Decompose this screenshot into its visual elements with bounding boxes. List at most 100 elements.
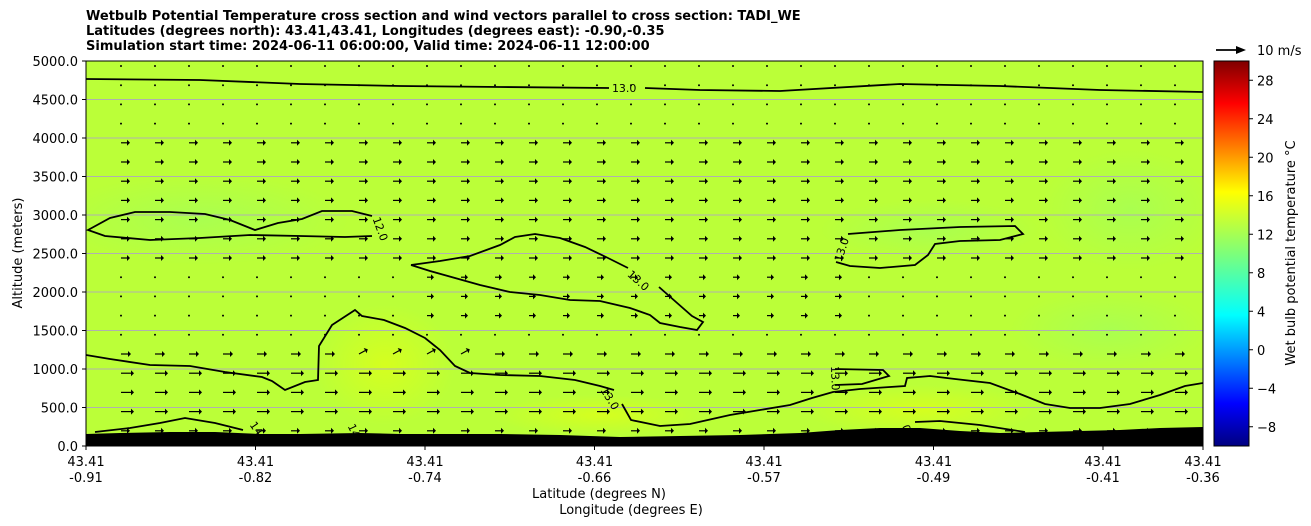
wind-vector: [426, 122, 428, 125]
wind-vector-head: [263, 197, 266, 204]
wind-vector-head: [1015, 370, 1018, 377]
contour-label: 13.0: [828, 366, 842, 391]
wind-vector: [392, 350, 400, 355]
wind-vector-head: [501, 235, 504, 242]
wind-vector-head: [739, 427, 742, 434]
wind-vector: [800, 84, 802, 87]
wind-vector-head: [839, 274, 842, 281]
terrain: [86, 427, 1203, 446]
wind-vector: [902, 122, 904, 125]
wind-vector: [970, 103, 972, 106]
wind-vector-head: [505, 408, 508, 415]
wind-vector-head: [267, 408, 270, 415]
y-tick-label: 2000.0: [33, 286, 79, 301]
wind-vector: [120, 276, 122, 279]
wind-vector-head: [331, 216, 334, 223]
wind-vector-head: [570, 351, 573, 357]
wind-vector-head: [331, 178, 334, 185]
wind-vector-head: [1045, 255, 1048, 261]
wind-vector: [1174, 314, 1176, 317]
x-tick-label-lon: -0.36: [1186, 471, 1220, 486]
wind-vector-head: [839, 293, 842, 300]
wind-vector-head: [671, 178, 674, 185]
wind-vector-head: [807, 139, 810, 146]
cool-region: [86, 175, 350, 265]
wind-vector-head: [879, 370, 882, 377]
wind-vector: [1106, 103, 1108, 106]
wind-vector: [528, 84, 530, 87]
wind-vector-head: [501, 427, 504, 434]
wind-vector-head: [467, 197, 470, 204]
wind-vector-head: [671, 255, 674, 261]
wind-vector: [1174, 84, 1176, 87]
wind-vector-head: [569, 159, 572, 165]
wind-vector-head: [607, 370, 610, 377]
wind-vector-head: [743, 389, 746, 396]
wind-vector: [494, 333, 496, 336]
gridlines: [86, 99, 1203, 408]
wind-vector-head: [331, 159, 334, 165]
wind-vector: [562, 103, 564, 106]
wind-vector-head: [161, 178, 164, 185]
wind-vector-head: [165, 370, 168, 377]
wind-vector: [664, 333, 666, 336]
colorbar-tick-label: 4: [1257, 305, 1265, 320]
wind-vector-head: [705, 235, 708, 242]
wind-vector: [1004, 314, 1006, 317]
wind-vector: [1106, 65, 1108, 67]
wind-vector-head: [977, 216, 980, 223]
wind-vector-head: [128, 351, 131, 357]
wind-vector-head: [943, 159, 946, 165]
wind-vector: [256, 122, 258, 125]
wind-vector-head: [332, 351, 335, 357]
wind-vector: [562, 122, 564, 125]
colorbar-tick-label: 12: [1257, 228, 1274, 243]
wind-vector-head: [535, 197, 538, 204]
wind-vector-head: [811, 408, 814, 415]
wind-vector-head: [671, 235, 674, 242]
wind-vector-head: [841, 216, 844, 223]
wind-vector: [596, 333, 598, 336]
wind-vector: [120, 65, 122, 67]
wind-vector-head: [263, 139, 266, 146]
wind-vector-head: [607, 408, 610, 415]
wind-vector-head: [771, 274, 774, 281]
wind-vector: [936, 122, 938, 125]
wind-vector-head: [771, 293, 774, 300]
wind-vector: [188, 103, 190, 106]
contour-12: [86, 210, 373, 241]
colorbar-tick-label: −4: [1257, 382, 1276, 397]
wind-vector: [868, 276, 870, 279]
wind-vector-head: [535, 255, 538, 261]
wind-vector-head: [431, 348, 436, 354]
wind-vector-head: [1113, 216, 1116, 223]
wind-vector: [936, 103, 938, 106]
wind-vector: [460, 84, 462, 87]
wind-vector-head: [675, 408, 678, 415]
wind-vector-head: [229, 427, 232, 434]
wind-vector-head: [1011, 216, 1014, 223]
wind-vector: [426, 333, 428, 336]
warm-region: [800, 385, 1040, 435]
wind-vector-head: [1049, 370, 1052, 377]
wind-vector-head: [875, 139, 878, 146]
wind-vector-head: [229, 159, 232, 165]
wind-vector: [596, 84, 598, 87]
wind-vector: [732, 84, 734, 87]
wind-vector-head: [465, 293, 468, 300]
wind-vector-head: [909, 178, 912, 185]
wind-vector: [868, 314, 870, 317]
wind-vector: [120, 122, 122, 125]
wind-vector-head: [1011, 178, 1014, 185]
wind-vector-head: [569, 427, 572, 434]
wind-vector: [1208, 103, 1210, 105]
wind-vector-head: [978, 351, 981, 357]
wind-vector: [358, 333, 360, 336]
y-tick-label: 3000.0: [33, 209, 79, 224]
wind-vector-head: [637, 159, 640, 165]
wind-vector: [324, 276, 326, 279]
wind-vector-head: [841, 159, 844, 165]
wind-vector: [1072, 333, 1074, 336]
wind-vector: [154, 65, 156, 67]
wind-vector: [460, 103, 462, 106]
